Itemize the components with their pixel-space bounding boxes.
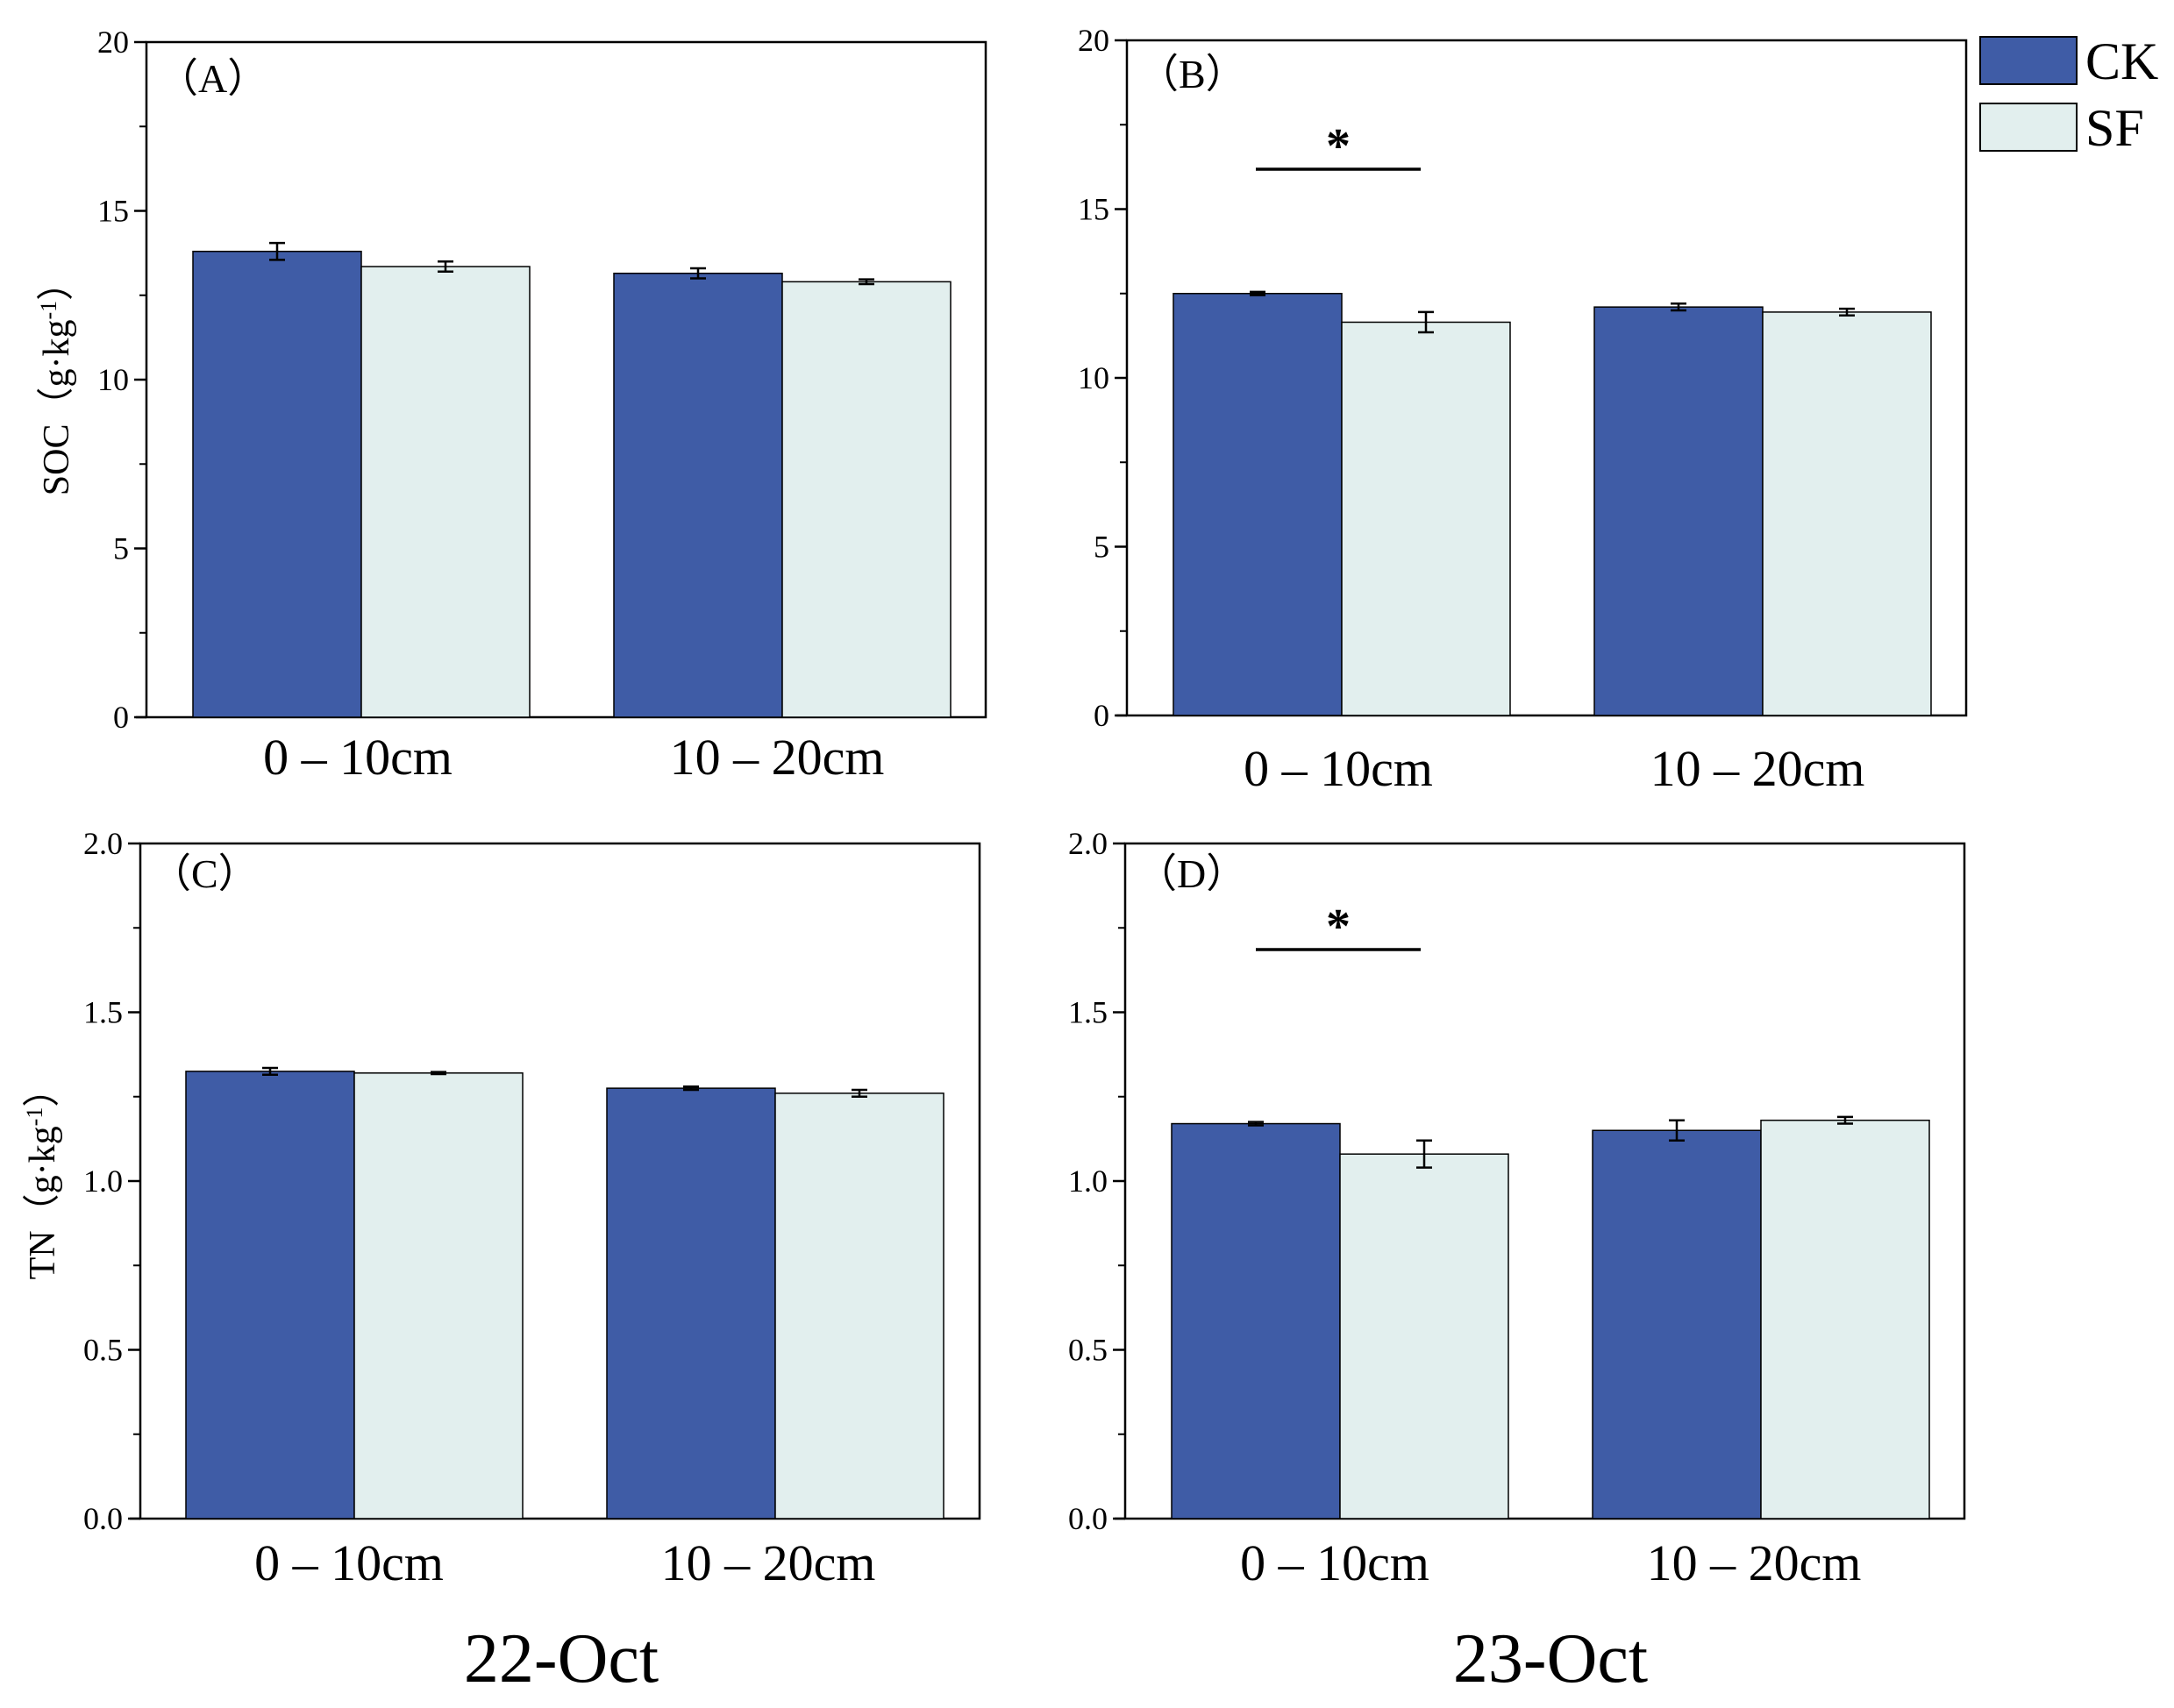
y-tick-label: 0.0 (1068, 1501, 1108, 1536)
y-tick-label: 15 (97, 194, 129, 229)
category-label: 0 – 10cm (263, 729, 453, 786)
bar-ck-1 (185, 1071, 355, 1519)
legend-swatch-sf (1979, 103, 2078, 152)
category-label: 10 – 20cm (1650, 740, 1865, 797)
error-bar (852, 1088, 867, 1098)
error-bar (431, 1071, 446, 1076)
panel-label: （B） (1138, 52, 1246, 96)
y-tick-label: 0.0 (83, 1501, 123, 1536)
panel-d: 0.0 0.5 1.0 1.5 2.0 （D） * 0 – 10cm 10 – 20cm (1068, 826, 1966, 1591)
y-tick-label: 15 (1078, 192, 1109, 227)
bar-ck-1 (1171, 1122, 1341, 1519)
y-tick-label: 5 (1094, 530, 1109, 565)
y-ticks: 0.0 0.5 1.0 1.5 2.0 (83, 826, 140, 1536)
y-tick-label: 1.0 (1068, 1164, 1108, 1199)
bars (185, 1066, 944, 1519)
y-tick-label: 0 (113, 700, 129, 735)
bar-sf-1 (353, 1072, 524, 1519)
legend-label-sf: SF (2085, 99, 2144, 157)
bar-ck-2 (613, 272, 783, 718)
bar-sf-1 (1341, 321, 1511, 716)
y-ticks: 0.0 0.5 1.0 1.5 2.0 (1068, 826, 1125, 1536)
legend-swatch-ck (1979, 36, 2078, 85)
legend: CK SF (1979, 32, 2158, 157)
y-tick-label: 0 (1094, 698, 1109, 733)
date-label-left: 22-Oct (464, 1620, 659, 1697)
y-tick-label: 1.5 (1068, 995, 1108, 1030)
error-bar (262, 1066, 278, 1076)
y-tick-label: 0.5 (1068, 1333, 1108, 1368)
category-label: 0 – 10cm (254, 1534, 444, 1591)
bar-ck-1 (192, 250, 362, 718)
panel-b: 0 5 10 15 20 （B） * 0 – 10cm 10 – 20cm (1078, 23, 1968, 797)
date-label-right: 23-Oct (1453, 1620, 1648, 1697)
category-label: 0 – 10cm (1240, 1534, 1429, 1591)
panel-c: 0.00.51.01.52.0 （C） TN（g·kg-1） 0 – 10cm … (22, 826, 981, 1591)
bar-sf-2 (1762, 311, 1932, 716)
y-axis-label: SOC（g·kg-1） (36, 264, 77, 495)
error-bar (269, 241, 285, 261)
y-tick-label: 1.0 (83, 1164, 123, 1199)
bar-sf-2 (1760, 1119, 1930, 1519)
category-label: 10 – 20cm (1647, 1534, 1862, 1591)
y-tick-label: 1.5 (83, 995, 123, 1030)
bar-ck-2 (1593, 306, 1764, 716)
y-ticks: 0 5 10 15 20 (1078, 23, 1127, 733)
y-tick-label: 0.5 (83, 1333, 123, 1368)
panel-label: （D） (1137, 851, 1246, 896)
significance-marker: * (1326, 119, 1351, 174)
y-tick-label: 10 (97, 362, 129, 397)
error-bar (1250, 290, 1265, 296)
error-bar (1671, 302, 1686, 312)
error-bar (683, 1085, 699, 1092)
panel-label: （A） (158, 56, 267, 101)
bar-ck-2 (606, 1087, 776, 1519)
error-bar (859, 278, 874, 286)
panel-label: （C） (151, 851, 259, 896)
y-tick-label: 10 (1078, 360, 1109, 395)
y-tick-label: 2.0 (1068, 826, 1108, 861)
y-tick-label: 5 (113, 531, 129, 566)
bars (192, 241, 952, 718)
bar-sf-2 (781, 281, 952, 718)
significance-marker: * (1326, 900, 1351, 954)
error-bar (1248, 1121, 1264, 1127)
bar-sf-1 (1339, 1153, 1509, 1519)
panel-a: 0 5 10 15 20 （A） SOC（g·kg-1） 0 – 10cm 10 – 2… (36, 25, 987, 786)
error-bar (1418, 310, 1434, 334)
bars (1171, 1115, 1930, 1519)
category-label: 10 – 20cm (661, 1534, 876, 1591)
category-label: 0 – 10cm (1244, 740, 1433, 797)
error-bar (1669, 1119, 1685, 1142)
y-tick-label: 20 (1078, 23, 1109, 58)
bar-sf-2 (774, 1092, 944, 1519)
y-axis-label: TN（g·kg-1） (22, 1071, 63, 1280)
y-tick-label: 2.0 (83, 826, 123, 861)
bar-sf-1 (360, 266, 531, 718)
error-bar (1839, 307, 1855, 317)
error-bar (1837, 1115, 1853, 1125)
error-bar (1416, 1139, 1432, 1169)
y-ticks: 0 5 10 15 20 (97, 25, 146, 735)
error-bar (690, 267, 706, 280)
bar-ck-1 (1173, 293, 1343, 716)
category-label: 10 – 20cm (670, 729, 885, 786)
bars (1173, 290, 1932, 716)
legend-label-ck: CK (2085, 32, 2158, 90)
bar-ck-2 (1592, 1129, 1762, 1519)
y-tick-label: 20 (97, 25, 129, 60)
error-bar (438, 260, 453, 274)
